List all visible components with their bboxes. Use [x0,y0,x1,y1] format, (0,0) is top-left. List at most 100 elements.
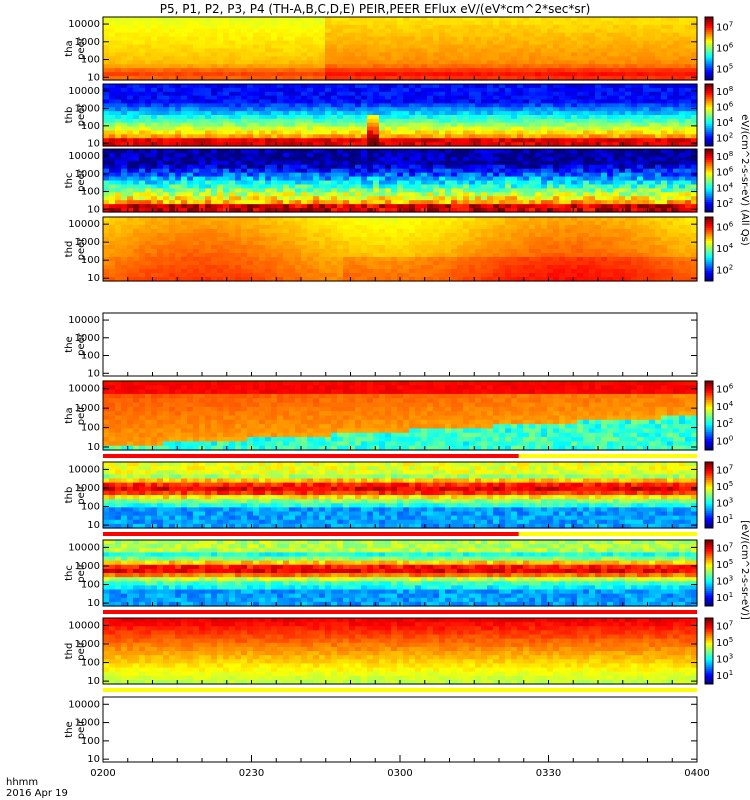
colorbar-tick-label: 106 [716,100,734,113]
y-tick-label: 10 [87,72,100,83]
panel-thc-peir: 101 103 105 107 10 100 1000 10000 thc peir [64,539,733,614]
panel-tha-peer: 105 106 107 10 100 1000 10000 tha peer [64,16,734,83]
panel-thd-peir: 101 103 105 107 10 100 1000 10000 thd peir [64,617,733,692]
colorbar-tick-label: 102 [716,263,733,276]
y-tick-label: 1000 [75,103,100,114]
y-tick-label: 10000 [68,542,100,553]
colorbar: 105 106 107 [704,16,734,81]
colorbar-tick-label: 106 [716,383,734,396]
y-tick-label: 100 [81,55,100,66]
y-tick-label: 10000 [68,315,100,326]
y-tick-label: 10 [87,754,100,765]
panel-label: thb [64,487,75,504]
colorbar-tick-label: 103 [716,574,733,587]
y-tick-label: 10000 [68,19,100,30]
panel-thc-peer: 102 104 106 108 10 100 1000 10000 thc peer [64,148,734,215]
colorbar-tick-label: 106 [716,221,734,234]
panel-the-peer: 10 100 1000 10000 the peer [64,312,698,384]
x-tick-label: 0330 [536,768,561,779]
colorbar-unit-peir: [eV/(cm^2-s-sr-eV)] [739,520,750,620]
colorbar: 100 102 104 106 [704,380,734,451]
y-tick-label: 10 [87,138,100,149]
panel-label: peir [76,562,87,582]
panel-label: peer [76,103,87,127]
colorbar-tick-label: 105 [716,636,733,649]
colorbar-tick-label: 101 [716,591,733,604]
panel-label: thb [64,107,75,124]
colorbar-tick-label: 107 [716,21,733,34]
y-tick-label: 1000 [75,639,100,650]
x-tick-label: 0400 [684,768,709,779]
y-tick-label: 10000 [68,384,100,395]
panel-thd-peer: 102 104 106 10 100 1000 10000 thd peer [64,216,734,284]
x-tick-label: 0200 [90,768,115,779]
colorbar-tick-label: 105 [716,63,733,76]
panel-label: peer [76,36,87,60]
panel-label: thc [64,173,75,189]
colorbar-tick-label: 107 [716,463,733,476]
panel-label: peir [76,405,87,425]
colorbar: 102 104 106 108 [704,148,734,213]
panel-label: tha [64,407,75,423]
colorbar-tick-label: 101 [716,669,733,682]
y-tick-label: 10000 [68,699,100,710]
panel-label: peer [76,332,87,356]
colorbar-tick-label: 103 [716,496,733,509]
y-tick-label: 100 [81,736,100,747]
y-tick-label: 1000 [75,403,100,414]
y-tick-label: 1000 [75,237,100,248]
quality-flag-bar [103,454,519,458]
colorbar-tick-label: 104 [716,400,734,413]
colorbar-tick-label: 104 [716,242,734,255]
panel-label: peir [76,484,87,504]
colorbar-tick-label: 104 [716,181,734,194]
y-tick-label: 100 [81,187,100,198]
y-tick-label: 100 [81,423,100,434]
x-tick-label: 0230 [239,768,264,779]
quality-flag-bar [518,532,697,536]
colorbar: 101 103 105 107 [704,539,733,607]
y-tick-label: 10 [87,204,100,215]
y-tick-label: 100 [81,121,100,132]
panel-label: peer [76,168,87,192]
y-tick-label: 1000 [75,561,100,572]
y-tick-label: 10 [87,368,100,379]
quality-flag-bar [103,610,697,614]
colorbar-unit-peer: eV/(cm^2-s-sr-eV) (All Qs) [739,114,750,246]
y-tick-label: 1000 [75,333,100,344]
y-tick-label: 100 [81,502,100,513]
colorbar: 101 103 105 107 [704,617,733,685]
colorbar-tick-label: 102 [716,131,733,144]
y-tick-label: 1000 [75,37,100,48]
y-tick-label: 1000 [75,169,100,180]
panel-label: tha [64,40,75,56]
y-tick-label: 10 [87,442,100,453]
y-tick-label: 1000 [75,483,100,494]
date-label: 2016 Apr 19 [6,788,68,799]
y-tick-label: 10 [87,273,100,284]
y-tick-label: 100 [81,658,100,669]
panel-label: thd [64,241,75,258]
quality-flag-bar [518,454,697,458]
colorbar-tick-label: 108 [716,150,733,163]
panel-frame [102,312,698,377]
y-tick-label: 100 [81,255,100,266]
quality-flag-bar [103,532,519,536]
y-tick-label: 10000 [68,86,100,97]
y-tick-label: 1000 [75,718,100,729]
colorbar-tick-label: 106 [716,42,734,55]
time-axis-label: hhmm [6,777,39,788]
colorbar: 101 103 105 107 [704,461,733,529]
quality-flag-bar [103,688,697,692]
y-tick-label: 10 [87,676,100,687]
panel-thb-peir: 101 103 105 107 10 100 1000 10000 thb peir [64,461,733,536]
panel-thb-peer: 102 104 106 108 10 100 1000 10000 thb peer [64,83,734,149]
y-tick-label: 10 [87,520,100,531]
y-tick-label: 10 [87,598,100,609]
colorbar-tick-label: 101 [716,513,733,526]
colorbar: 102 104 106 108 [704,83,734,147]
y-tick-label: 100 [81,351,100,362]
colorbar-tick-label: 106 [716,166,734,179]
y-tick-label: 10000 [68,219,100,230]
